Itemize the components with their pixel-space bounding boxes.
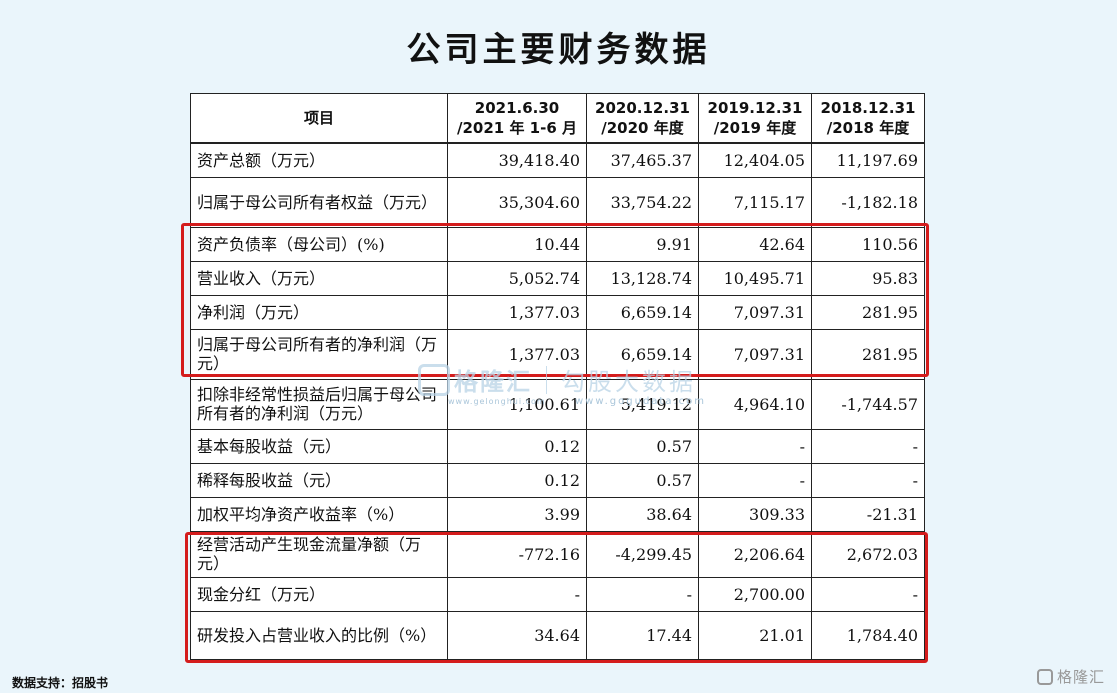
row-label: 资产负债率（母公司）(%): [190, 226, 448, 262]
cell-value: 281.95: [811, 294, 925, 330]
table-row: 经营活动产生现金流量净额（万元） -772.16 -4,299.45 2,206…: [190, 530, 925, 578]
cell-value: 34.64: [447, 610, 587, 660]
table-row: 归属于母公司所有者权益（万元） 35,304.60 33,754.22 7,11…: [190, 176, 925, 228]
cell-value: 281.95: [811, 328, 925, 380]
cell-value: -1,744.57: [811, 378, 925, 430]
cell-value: -1,182.18: [811, 176, 925, 228]
cell-value: 110.56: [811, 226, 925, 262]
watermark-url-left: www.gelonghui.com: [448, 397, 546, 406]
table-row: 营业收入（万元） 5,052.74 13,128.74 10,495.71 95…: [190, 260, 925, 296]
header-cell: 项目: [190, 93, 448, 144]
cell-value: 33,754.22: [586, 176, 699, 228]
row-label: 基本每股收益（元）: [190, 428, 448, 464]
cell-value: 21.01: [698, 610, 812, 660]
header-cell: 2019.12.31/2019 年度: [698, 93, 812, 144]
cell-value: -: [447, 576, 587, 612]
table-row: 扣除非经常性损益后归属于母公司所有者的净利润（万元） 1,100.61 5,41…: [190, 378, 925, 430]
row-label: 稀释每股收益（元）: [190, 462, 448, 498]
row-label: 经营活动产生现金流量净额（万元）: [190, 530, 448, 578]
cell-value: 6,659.14: [586, 294, 699, 330]
table-row: 归属于母公司所有者的净利润（万元） 1,377.03 6,659.14 7,09…: [190, 328, 925, 380]
row-label: 加权平均净资产收益率（%）: [190, 496, 448, 532]
cell-value: 1,377.03: [447, 294, 587, 330]
header-cell: 2021.6.30/2021 年 1-6 月: [447, 93, 587, 144]
cell-value: -: [586, 576, 699, 612]
table-row: 净利润（万元） 1,377.03 6,659.14 7,097.31 281.9…: [190, 294, 925, 330]
cell-value: 5,052.74: [447, 260, 587, 296]
table-row: 现金分红（万元） - - 2,700.00 -: [190, 576, 925, 612]
row-label: 净利润（万元）: [190, 294, 448, 330]
table-row: 基本每股收益（元） 0.12 0.57 - -: [190, 428, 925, 464]
row-label: 归属于母公司所有者的净利润（万元）: [190, 328, 448, 380]
cell-value: 2,700.00: [698, 576, 812, 612]
cell-value: -: [698, 428, 812, 464]
cell-value: 7,097.31: [698, 328, 812, 380]
cell-value: 1,784.40: [811, 610, 925, 660]
cell-value: 0.12: [447, 462, 587, 498]
cell-value: 0.57: [586, 462, 699, 498]
data-source-note: 数据支持：招股书: [12, 676, 109, 690]
table-row: 资产总额（万元） 39,418.40 37,465.37 12,404.05 1…: [190, 142, 925, 178]
table-row: 稀释每股收益（元） 0.12 0.57 - -: [190, 462, 925, 498]
header-cell: 2020.12.31/2020 年度: [586, 93, 699, 144]
cell-value: 7,097.31: [698, 294, 812, 330]
cell-value: 1,100.61: [447, 378, 587, 430]
row-label: 现金分红（万元）: [190, 576, 448, 612]
cell-value: 9.91: [586, 226, 699, 262]
cell-value: 10,495.71: [698, 260, 812, 296]
row-label: 资产总额（万元）: [190, 142, 448, 178]
cell-value: 35,304.60: [447, 176, 587, 228]
cell-value: 39,418.40: [447, 142, 587, 178]
cell-value: 10.44: [447, 226, 587, 262]
header-cell: 2018.12.31/2018 年度: [811, 93, 925, 144]
corner-logo-text: 格隆汇: [1056, 668, 1105, 686]
cell-value: 4,964.10: [698, 378, 812, 430]
cell-value: 17.44: [586, 610, 699, 660]
cell-value: 42.64: [698, 226, 812, 262]
cell-value: 0.57: [586, 428, 699, 464]
cell-value: 0.12: [447, 428, 587, 464]
corner-logo: 格隆汇: [1036, 666, 1105, 687]
cell-value: 2,672.03: [811, 530, 925, 578]
row-label: 扣除非经常性损益后归属于母公司所有者的净利润（万元）: [190, 378, 448, 430]
page-title: 公司主要财务数据: [406, 30, 711, 70]
cell-value: 13,128.74: [586, 260, 699, 296]
cell-value: 3.99: [447, 496, 587, 532]
watermark-divider: [546, 365, 547, 394]
cell-value: -: [811, 462, 925, 498]
cell-value: -4,299.45: [586, 530, 699, 578]
table-header-row: 项目 2021.6.30/2021 年 1-6 月 2020.12.31/202…: [190, 93, 925, 144]
cell-value: 6,659.14: [586, 328, 699, 380]
financial-data-table: 项目 2021.6.30/2021 年 1-6 月 2020.12.31/202…: [190, 93, 925, 660]
cell-value: 12,404.05: [698, 142, 812, 178]
cell-value: -: [698, 462, 812, 498]
row-label: 研发投入占营业收入的比例（%）: [190, 610, 448, 660]
cell-value: -772.16: [447, 530, 587, 578]
gelonghui-logo-icon: [1036, 668, 1053, 685]
cell-value: 1,377.03: [447, 328, 587, 380]
watermark-slogan: 勾股大数据: [561, 368, 696, 396]
cell-value: 7,115.17: [698, 176, 812, 228]
gelonghui-logo-icon: [418, 363, 450, 396]
cell-value: 38.64: [586, 496, 699, 532]
cell-value: -21.31: [811, 496, 925, 532]
cell-value: 37,465.37: [586, 142, 699, 178]
row-label: 营业收入（万元）: [190, 260, 448, 296]
row-label: 归属于母公司所有者权益（万元）: [190, 176, 448, 228]
cell-value: 2,206.64: [698, 530, 812, 578]
cell-value: 11,197.69: [811, 142, 925, 178]
table-row: 研发投入占营业收入的比例（%） 34.64 17.44 21.01 1,784.…: [190, 610, 925, 660]
cell-value: -: [811, 576, 925, 612]
watermark-url-right: www.gogudata.com: [575, 396, 707, 407]
cell-value: 95.83: [811, 260, 925, 296]
table-row: 加权平均净资产收益率（%） 3.99 38.64 309.33 -21.31: [190, 496, 925, 532]
watermark-brand: 格隆汇: [454, 368, 532, 396]
cell-value: 309.33: [698, 496, 812, 532]
watermark: 格隆汇 勾股大数据: [418, 362, 696, 397]
cell-value: 5,419.12: [586, 378, 699, 430]
cell-value: -: [811, 428, 925, 464]
table-row: 资产负债率（母公司）(%) 10.44 9.91 42.64 110.56: [190, 226, 925, 262]
